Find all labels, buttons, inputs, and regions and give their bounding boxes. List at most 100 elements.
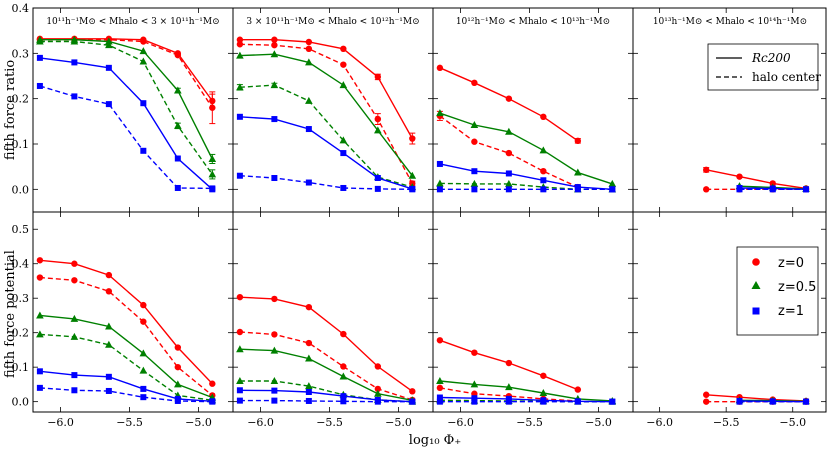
data-point [36,82,43,89]
panel-title-4: 10¹³h⁻¹M⊙ < Mhalo < 10¹⁴h⁻¹M⊙ [653,17,807,27]
xtick-label: −5.0 [185,416,212,429]
panel-title-3: 10¹²h⁻¹M⊙ < Mhalo < 10¹³h⁻¹M⊙ [456,17,610,27]
ylabel-top: fifth force ratio [3,60,18,161]
data-point [374,73,382,81]
series-line-z-1-rc200 [39,57,213,190]
series-line-z-0-5-rc200 [239,348,413,401]
data-point [505,383,513,391]
ytick-label: 0.4 [12,258,30,271]
data-point [305,389,312,395]
data-point [374,363,382,370]
data-point [470,120,479,128]
data-point [236,293,244,301]
data-point [505,179,513,187]
data-point [409,388,416,395]
data-point [609,186,616,193]
data-point [236,113,243,120]
panel-8: −6.0 −5.5 −5.0 [632,211,827,429]
data-point [105,37,113,45]
data-point [340,330,347,338]
data-point [408,171,417,179]
data-point [174,51,182,59]
data-point [270,50,279,58]
ytick-label: 0.2 [12,93,30,106]
series-line-z-0-5-halo-center [439,182,613,191]
data-point [574,137,582,145]
data-point [140,147,147,154]
data-point [71,93,78,100]
data-point [140,318,147,325]
series-line-z-1-halo-center [239,399,413,403]
legend-linestyle: Rc200 halo center [707,43,821,91]
ytick-label: 0.1 [12,138,30,151]
data-point [271,175,278,181]
data-point [71,372,78,379]
data-point [236,41,244,48]
data-point [436,64,444,72]
panel-1: 0.0 0.1 0.2 0.3 0.4 [12,2,234,213]
series-line-z-0-rc200 [39,259,213,385]
data-point [608,179,617,187]
data-point [505,95,513,102]
data-point [505,149,513,157]
series-line-z-1-halo-center [39,85,213,190]
data-point [703,186,710,193]
data-point [305,303,313,311]
data-point [803,398,810,405]
data-point [270,346,279,354]
data-point [174,86,182,94]
data-point [209,398,216,405]
data-point [539,146,548,154]
panel-frame [632,211,827,413]
data-point [471,168,478,175]
data-point [36,330,44,338]
data-point [305,96,313,104]
series-line-z-0-rc200 [706,169,807,190]
data-point [505,127,513,135]
data-point [703,166,710,174]
panel-7: −6.0 −5.5 −5.0 [432,211,634,429]
data-point [36,274,44,281]
panel-frame [32,211,234,413]
data-point [305,38,313,46]
data-point [105,322,113,330]
data-point [305,45,313,52]
data-point [505,170,512,177]
ytick-label: 0.0 [12,396,30,409]
series-line-z-0-5-halo-center [39,40,213,175]
data-point [574,398,581,405]
data-point [736,398,743,405]
data-point [540,398,547,405]
data-point [236,387,243,394]
data-point [703,398,710,405]
xtick-label: −5.5 [116,416,143,429]
series-line-z-1-rc200 [39,370,213,402]
series-line-z-0-halo-center [239,43,413,184]
data-point [540,372,547,379]
data-point [105,271,113,279]
data-point [36,384,43,391]
data-point [139,366,148,374]
data-point [436,109,444,117]
panel-title-2: 3 × 10¹¹h⁻¹M⊙ < Mhalo < 10¹²h⁻¹M⊙ [246,17,419,27]
data-point [769,398,776,405]
series-line-z-0-5-halo-center [39,333,213,401]
data-point [36,311,44,319]
data-point [374,389,382,397]
data-point [436,186,443,193]
series-line-z-1-rc200 [439,396,613,403]
series-line-z-0-5-rc200 [439,112,613,185]
data-point [139,57,148,65]
legend-z05-marker [751,281,761,289]
data-point [505,186,512,193]
legend-z0-label: z=0 [778,256,804,271]
data-point [236,36,244,43]
panel-frame [232,7,434,213]
data-point [436,376,444,384]
series-line-z-0-halo-center [439,115,579,188]
data-point [174,121,182,129]
series-line-z-0-halo-center [239,331,413,401]
data-point [471,395,478,402]
data-point [236,397,243,404]
